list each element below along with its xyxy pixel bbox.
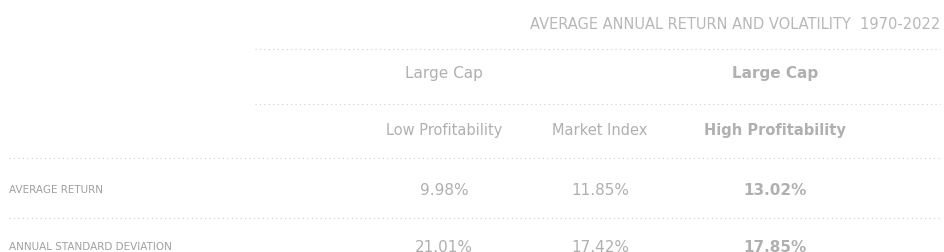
Text: 13.02%: 13.02% xyxy=(742,182,806,197)
Text: 11.85%: 11.85% xyxy=(570,182,629,197)
Text: 17.85%: 17.85% xyxy=(743,239,805,252)
Text: AVERAGE RETURN: AVERAGE RETURN xyxy=(9,184,103,194)
Text: ANNUAL STANDARD DEVIATION: ANNUAL STANDARD DEVIATION xyxy=(9,241,172,251)
Text: Market Index: Market Index xyxy=(552,123,647,138)
Text: Large Cap: Large Cap xyxy=(731,66,818,81)
Text: High Profitability: High Profitability xyxy=(703,123,845,138)
Text: Low Profitability: Low Profitability xyxy=(385,123,502,138)
Text: Large Cap: Large Cap xyxy=(405,66,482,81)
Text: 17.42%: 17.42% xyxy=(570,239,629,252)
Text: 21.01%: 21.01% xyxy=(414,239,473,252)
Text: 9.98%: 9.98% xyxy=(419,182,468,197)
Text: AVERAGE ANNUAL RETURN AND VOLATILITY  1970-2022: AVERAGE ANNUAL RETURN AND VOLATILITY 197… xyxy=(530,17,939,32)
